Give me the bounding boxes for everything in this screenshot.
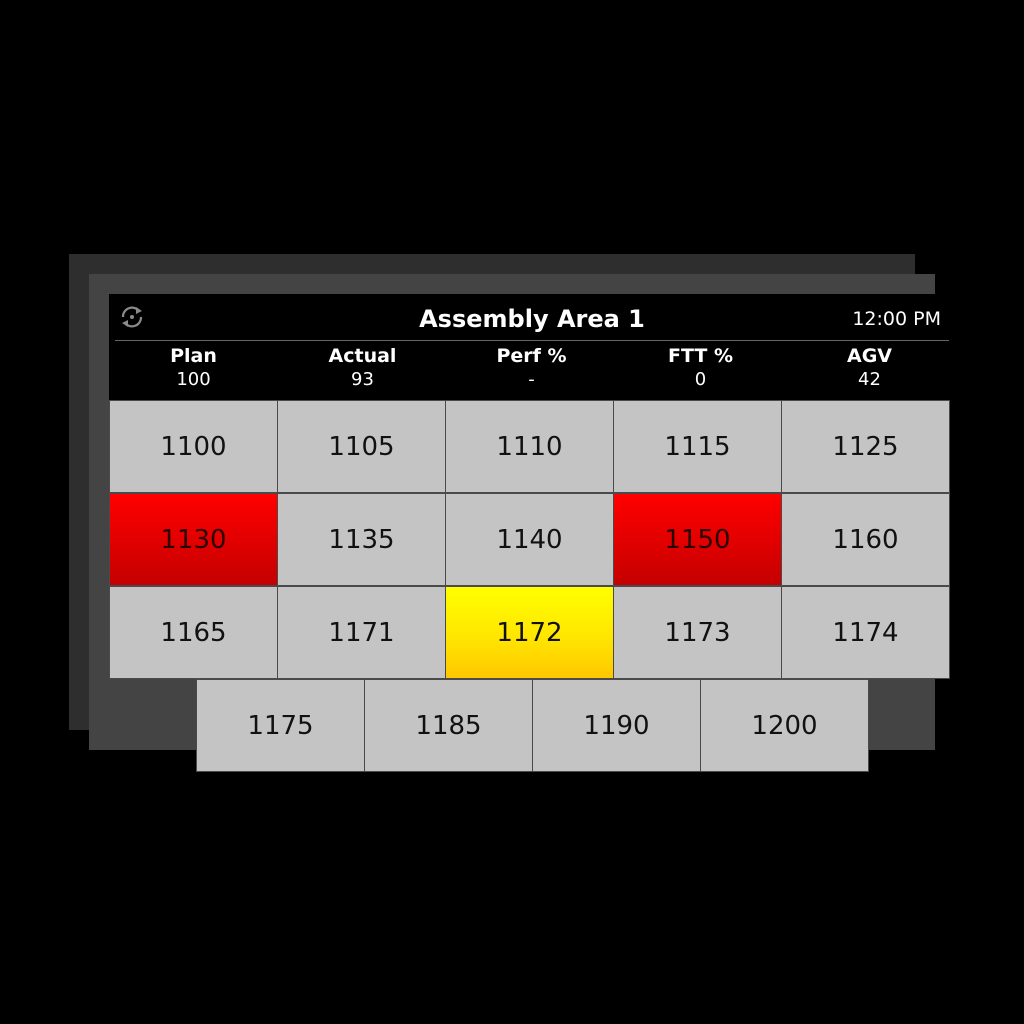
kpi-value: 93 — [351, 369, 374, 390]
station-tile[interactable]: 1185 — [364, 679, 533, 772]
station-tile[interactable]: 1105 — [277, 400, 446, 493]
station-tile[interactable]: 1165 — [109, 586, 278, 679]
kpi-agv: AGV 42 — [785, 344, 954, 398]
kpi-bar: Plan 100 Actual 93 Perf % - FTT % 0 AGV … — [109, 344, 955, 398]
station-row: 1165 1171 1172 1173 1174 — [109, 586, 955, 679]
clock-time: 12:00 PM — [852, 308, 941, 330]
kpi-perf: Perf % - — [447, 344, 616, 398]
kpi-actual: Actual 93 — [278, 344, 447, 398]
kpi-value: 100 — [176, 369, 211, 390]
station-row: 1175 1185 1190 1200 — [109, 679, 955, 772]
station-tile[interactable]: 1110 — [445, 400, 614, 493]
kpi-value: 0 — [694, 369, 707, 390]
kpi-ftt: FTT % 0 — [616, 344, 785, 398]
kpi-label: FTT % — [668, 345, 733, 367]
kpi-label: Actual — [328, 345, 397, 367]
kpi-label: Perf % — [496, 345, 567, 367]
station-tile[interactable]: 1173 — [613, 586, 782, 679]
station-row: 1130 1135 1140 1150 1160 — [109, 493, 955, 586]
station-grid: 1100 1105 1110 1115 1125 1130 1135 1140 … — [109, 400, 955, 772]
station-tile[interactable]: 1100 — [109, 400, 278, 493]
station-tile[interactable]: 1135 — [277, 493, 446, 586]
station-tile[interactable]: 1140 — [445, 493, 614, 586]
station-tile[interactable]: 1160 — [781, 493, 950, 586]
station-tile[interactable]: 1174 — [781, 586, 950, 679]
kpi-label: Plan — [170, 345, 217, 367]
station-tile[interactable]: 1115 — [613, 400, 782, 493]
assembly-dashboard-panel: Assembly Area 1 12:00 PM Plan 100 Actual… — [109, 294, 955, 772]
station-tile[interactable]: 1130 — [109, 493, 278, 586]
station-tile[interactable]: 1171 — [277, 586, 446, 679]
kpi-plan: Plan 100 — [109, 344, 278, 398]
refresh-icon[interactable] — [117, 304, 147, 330]
station-tile[interactable]: 1190 — [532, 679, 701, 772]
page-title: Assembly Area 1 — [419, 305, 645, 333]
station-tile[interactable]: 1175 — [196, 679, 365, 772]
dashboard-header: Assembly Area 1 12:00 PM Plan 100 Actual… — [109, 294, 955, 400]
kpi-label: AGV — [846, 345, 892, 367]
station-row: 1100 1105 1110 1115 1125 — [109, 400, 955, 493]
station-tile[interactable]: 1172 — [445, 586, 614, 679]
kpi-value: - — [528, 369, 535, 390]
kpi-value: 42 — [858, 369, 881, 390]
station-tile[interactable]: 1125 — [781, 400, 950, 493]
station-tile[interactable]: 1200 — [700, 679, 869, 772]
station-tile[interactable]: 1150 — [613, 493, 782, 586]
header-divider — [115, 340, 949, 341]
